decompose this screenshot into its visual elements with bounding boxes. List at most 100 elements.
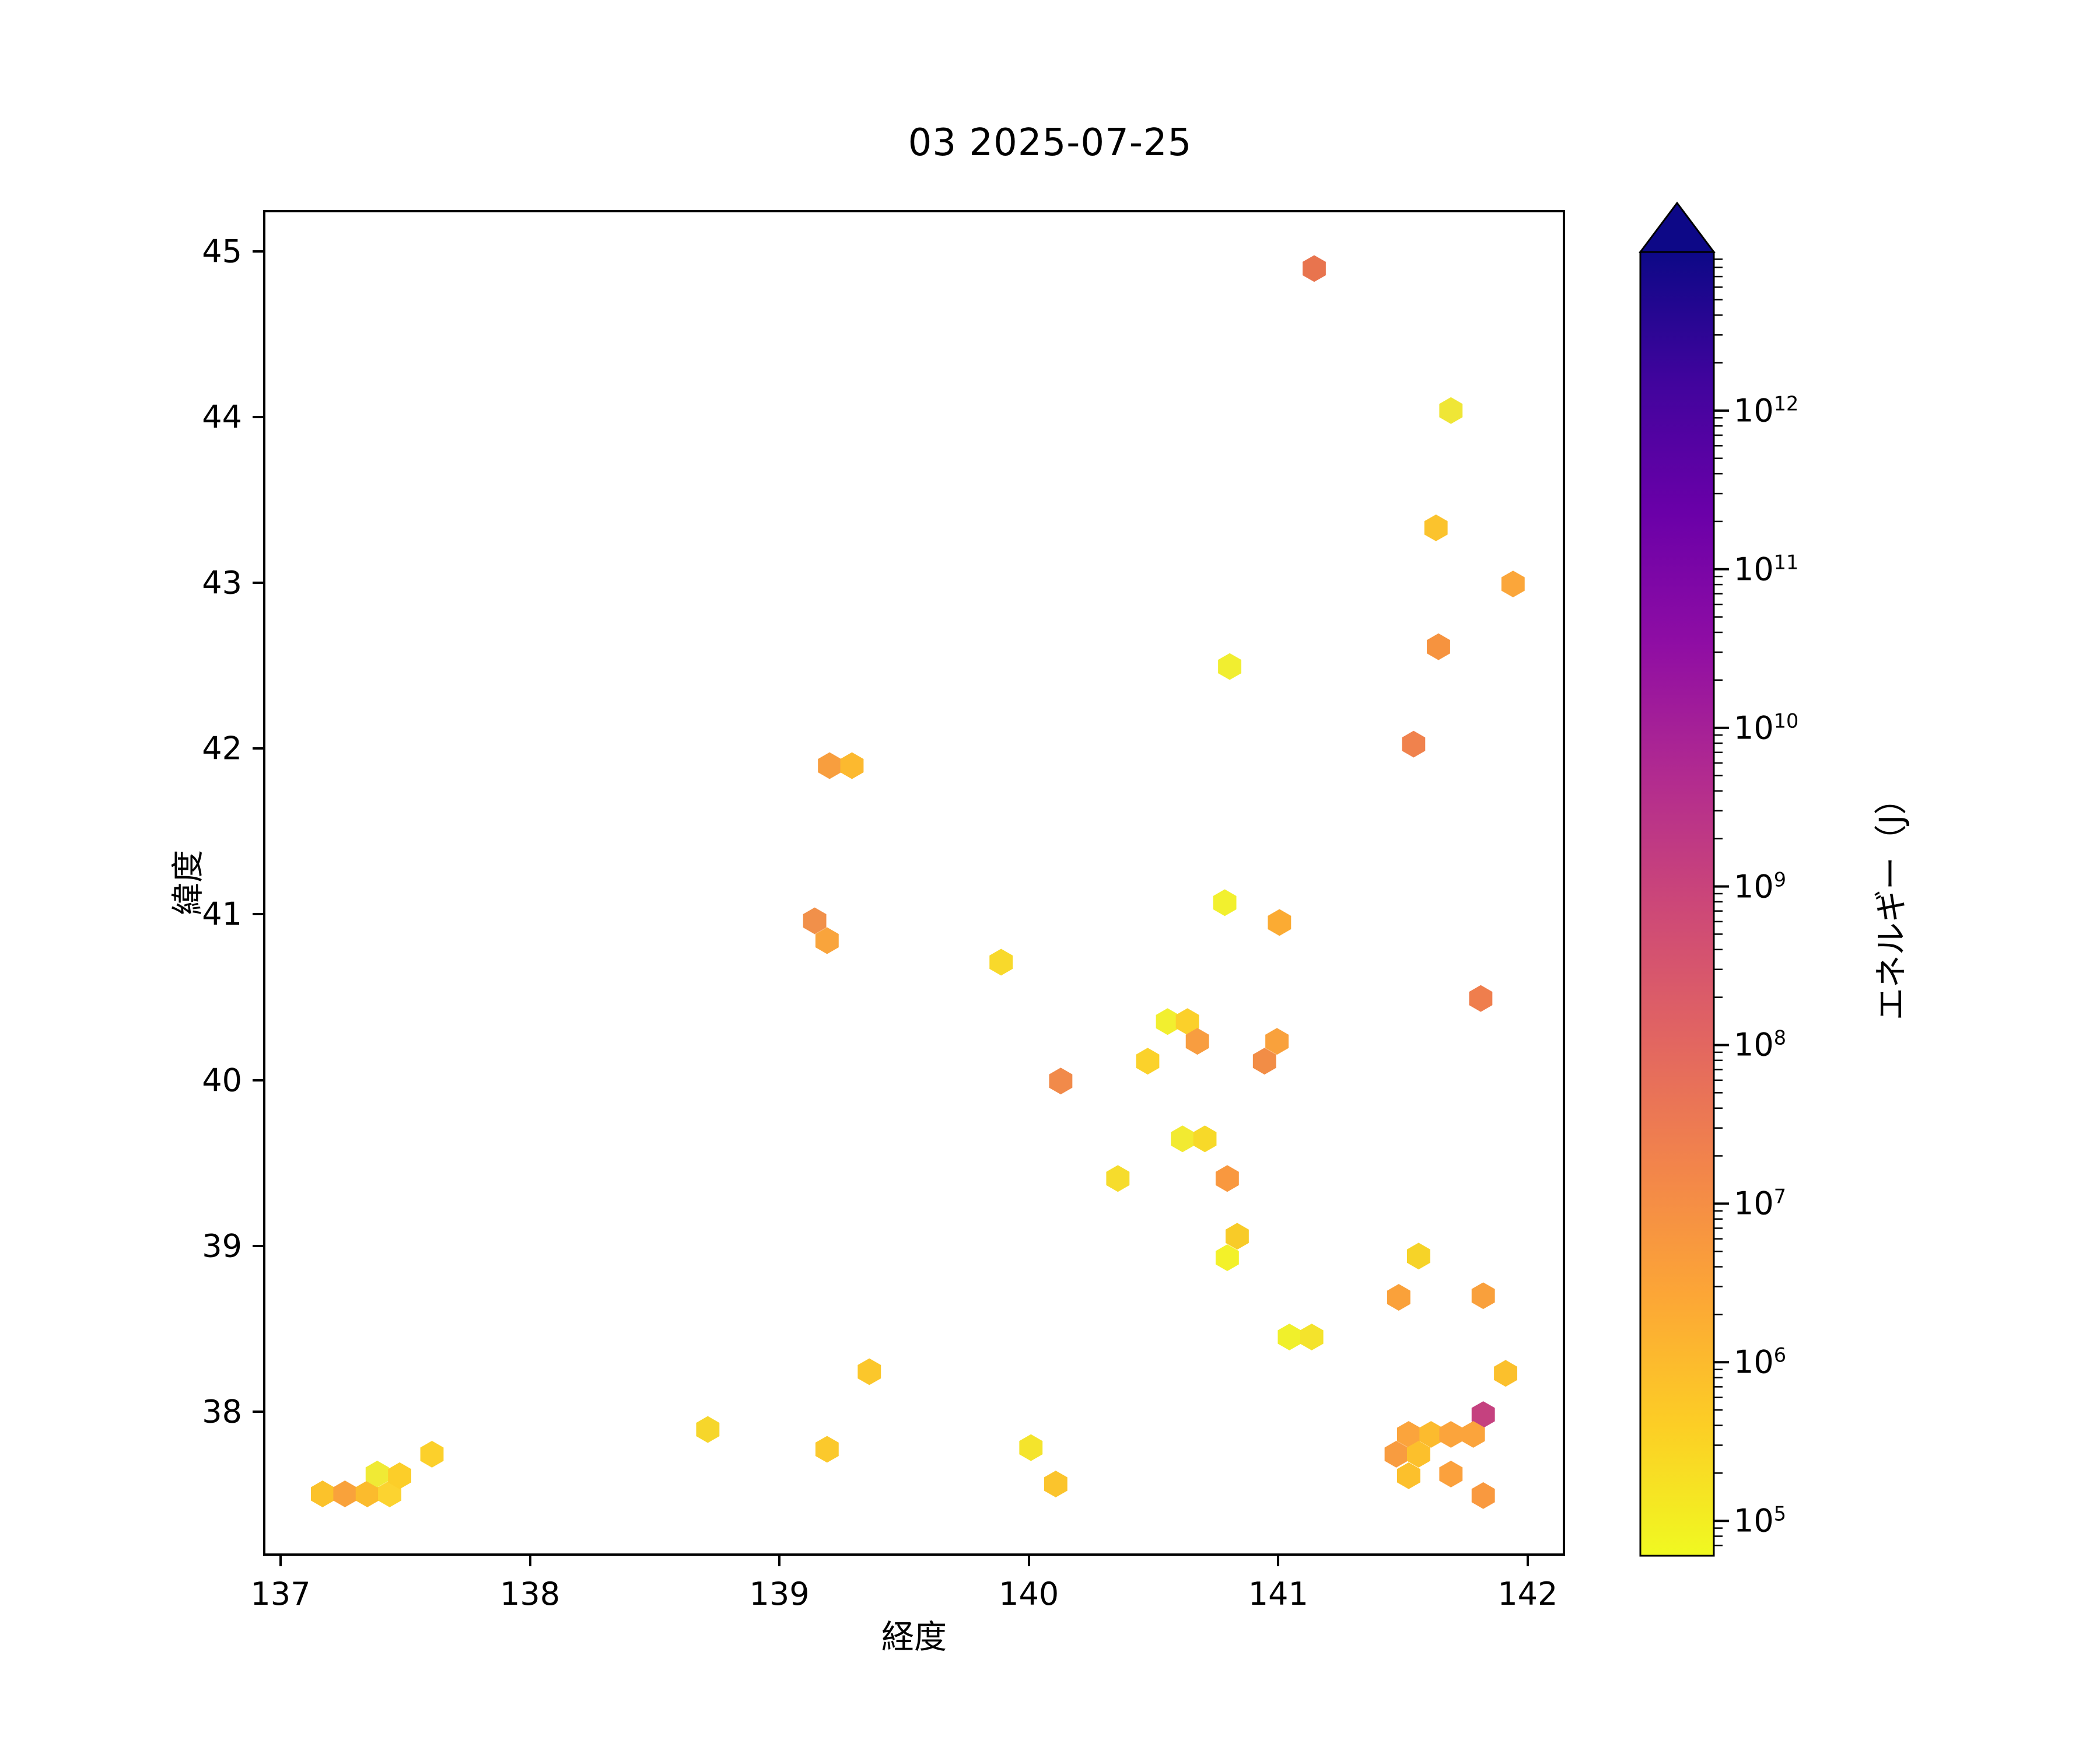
hexbin-point — [1171, 1125, 1195, 1153]
x-tick-label: 138 — [499, 1576, 561, 1612]
hexbin-point — [1402, 730, 1426, 758]
y-tick-label: 42 — [202, 730, 242, 767]
plot-area — [263, 210, 1565, 1556]
hexbin-point — [1136, 1048, 1160, 1075]
x-axis-tick — [778, 1556, 781, 1566]
hexbin-point — [1185, 1028, 1209, 1055]
hexbin-point — [1218, 653, 1241, 680]
hexbin-point — [1419, 1421, 1443, 1448]
hexbin-point — [696, 1416, 720, 1443]
y-axis-tick — [253, 250, 263, 253]
y-axis-tick — [253, 1244, 263, 1247]
y-axis-tick — [253, 582, 263, 584]
y-axis-tick — [253, 416, 263, 419]
y-axis-tick — [253, 913, 263, 916]
chart-title: 03 2025-07-25 — [908, 121, 1192, 164]
hexbin-point — [1303, 255, 1326, 282]
hexbin-point — [1439, 397, 1463, 424]
colorbar-tick-label: 107 — [1734, 1185, 1787, 1222]
hexbin-point — [1213, 889, 1237, 916]
hexbin-point — [803, 907, 827, 935]
y-tick-label: 40 — [202, 1062, 242, 1099]
hexbin-point — [420, 1441, 444, 1468]
hexbin-point — [378, 1480, 401, 1507]
x-tick-label: 137 — [250, 1576, 311, 1612]
colorbar-tick-label: 108 — [1734, 1026, 1787, 1063]
x-axis-tick — [1277, 1556, 1280, 1566]
hexbin-point — [1215, 1244, 1239, 1272]
hexbin-point — [1384, 1441, 1408, 1468]
hexbin-point — [1427, 633, 1450, 660]
y-axis-tick — [253, 1410, 263, 1413]
y-tick-label: 44 — [202, 398, 242, 436]
hexbin-point — [1424, 514, 1448, 541]
hexbin-point — [818, 752, 842, 779]
hexbin-point — [1387, 1284, 1410, 1311]
hexbin-point — [815, 1436, 839, 1463]
hexbin-point — [1439, 1461, 1463, 1488]
hexbin-point — [1268, 909, 1292, 936]
colorbar-ticks — [1714, 258, 1729, 1546]
hexbin-point — [1396, 1462, 1420, 1489]
x-axis-tick — [1027, 1556, 1030, 1566]
colorbar — [1639, 201, 1729, 1557]
colorbar-tick-label: 109 — [1734, 868, 1787, 905]
hexbin-point — [1225, 1223, 1249, 1250]
hexbin-point — [815, 927, 839, 954]
hexbin-point — [1406, 1441, 1430, 1468]
colorbar-tick-label: 106 — [1734, 1343, 1787, 1381]
y-tick-label: 38 — [202, 1393, 242, 1430]
hexbin-point — [1494, 1360, 1517, 1387]
hexbin-point — [1215, 1165, 1239, 1192]
y-tick-label: 41 — [202, 895, 242, 933]
hexbin-point — [1471, 1282, 1495, 1310]
hexbin-point — [1156, 1008, 1180, 1035]
y-tick-label: 39 — [202, 1227, 242, 1265]
hexbin-point — [1106, 1165, 1130, 1192]
hexbin-point — [1471, 1482, 1495, 1509]
colorbar-tick-label: 1012 — [1734, 392, 1799, 429]
x-axis-tick — [1526, 1556, 1529, 1566]
hexbin-point — [1175, 1008, 1199, 1035]
hexbin-point — [1265, 1028, 1289, 1055]
colorbar-tick-label: 1010 — [1734, 709, 1799, 747]
colorbar-label: エネルギー（J） — [1873, 782, 1911, 1021]
hexbin-point — [388, 1462, 412, 1489]
hexbin-point — [355, 1480, 379, 1507]
hexbin-point — [311, 1480, 334, 1507]
hexbin-layer — [311, 255, 1525, 1509]
colorbar-tick-label: 1011 — [1734, 551, 1799, 588]
hexbin-point — [1278, 1324, 1301, 1350]
colorbar-tick-label: 105 — [1734, 1502, 1787, 1539]
hexbin-point — [989, 949, 1013, 976]
hexbin-point — [1501, 570, 1525, 598]
hexbin-point — [1044, 1471, 1068, 1497]
x-tick-label: 140 — [999, 1576, 1059, 1612]
hexbin-point — [1396, 1421, 1420, 1448]
x-tick-label: 139 — [749, 1576, 810, 1612]
hexbin-point — [333, 1480, 357, 1507]
y-axis-tick — [253, 1079, 263, 1082]
hexbin-point — [1252, 1048, 1276, 1075]
hexbin-point — [365, 1461, 389, 1488]
hexbin-point — [1461, 1421, 1485, 1448]
hexbin-point — [1469, 985, 1493, 1012]
colorbar-arrow-icon — [1639, 201, 1716, 253]
x-axis-tick — [528, 1556, 531, 1566]
hexbin-point — [1193, 1125, 1217, 1153]
y-tick-label: 45 — [202, 233, 242, 270]
hexbin-point — [1049, 1068, 1073, 1095]
hexbin-point — [840, 752, 864, 779]
x-axis-label: 経度 — [881, 1618, 947, 1657]
colorbar-bar — [1639, 251, 1715, 1557]
hexbin-point — [1439, 1421, 1463, 1448]
y-tick-label: 43 — [202, 564, 242, 601]
hexbin-point — [1471, 1401, 1495, 1428]
hexbin-point — [1019, 1434, 1043, 1461]
y-axis-label: 緯度 — [169, 850, 208, 915]
hexbin-point — [1300, 1324, 1324, 1350]
y-axis-tick — [253, 747, 263, 750]
x-tick-label: 142 — [1497, 1576, 1558, 1612]
hexbin-point — [1406, 1242, 1430, 1270]
